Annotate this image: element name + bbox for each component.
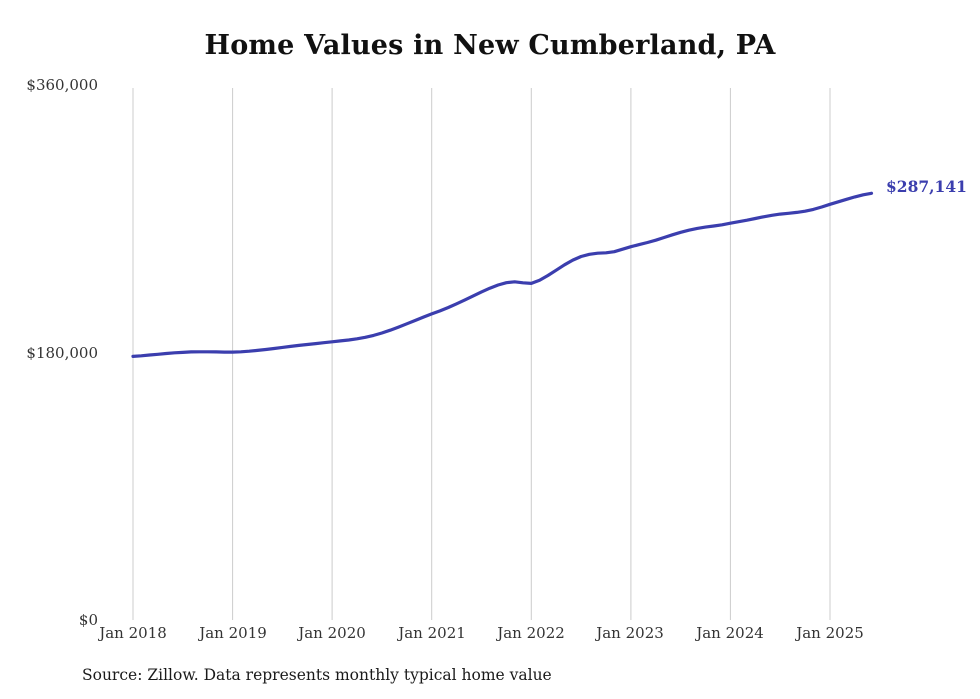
source-note: Source: Zillow. Data represents monthly …	[82, 666, 552, 684]
y-axis-tick-label: $360,000	[26, 76, 98, 94]
x-axis-tick-label: Jan 2025	[796, 624, 864, 642]
chart-title: Home Values in New Cumberland, PA	[204, 30, 776, 61]
home-value-line	[131, 191, 874, 358]
x-axis-tick-label: Jan 2020	[298, 624, 366, 642]
y-axis-tick-label: $0	[78, 611, 98, 629]
y-axis-tick-label: $180,000	[26, 344, 98, 362]
x-axis-tick-label: Jan 2021	[398, 624, 466, 642]
x-axis-tick-label: Jan 2024	[696, 624, 764, 642]
series-end-value-label: $287,141	[886, 177, 967, 196]
x-axis-tick-label: Jan 2022	[497, 624, 565, 642]
x-axis-tick-label: Jan 2019	[199, 624, 267, 642]
x-axis-tick-label: Jan 2018	[99, 624, 167, 642]
x-axis-tick-label: Jan 2023	[596, 624, 664, 642]
